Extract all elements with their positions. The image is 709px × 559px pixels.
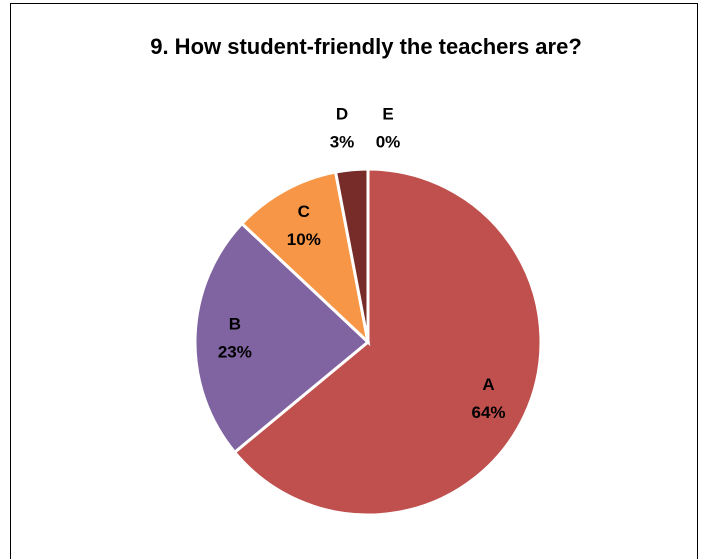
chart-title: 9. How student-friendly the teachers are… — [150, 34, 582, 59]
slice-value-label: 3% — [330, 132, 355, 151]
pie-slice — [333, 167, 370, 343]
slice-category-label: C — [298, 202, 310, 221]
slice-value-label: 0% — [376, 132, 401, 151]
slice-category-label: E — [382, 104, 393, 123]
slice-value-label: 64% — [472, 403, 506, 422]
pie-slice — [239, 170, 371, 347]
slice-category-label: D — [336, 104, 348, 123]
pie-slice — [232, 167, 543, 517]
slice-category-label: B — [229, 314, 241, 333]
slice-value-label: 23% — [218, 342, 252, 361]
pie-slice — [193, 221, 371, 455]
slice-value-label: 10% — [287, 230, 321, 249]
slice-category-label: A — [482, 375, 494, 394]
